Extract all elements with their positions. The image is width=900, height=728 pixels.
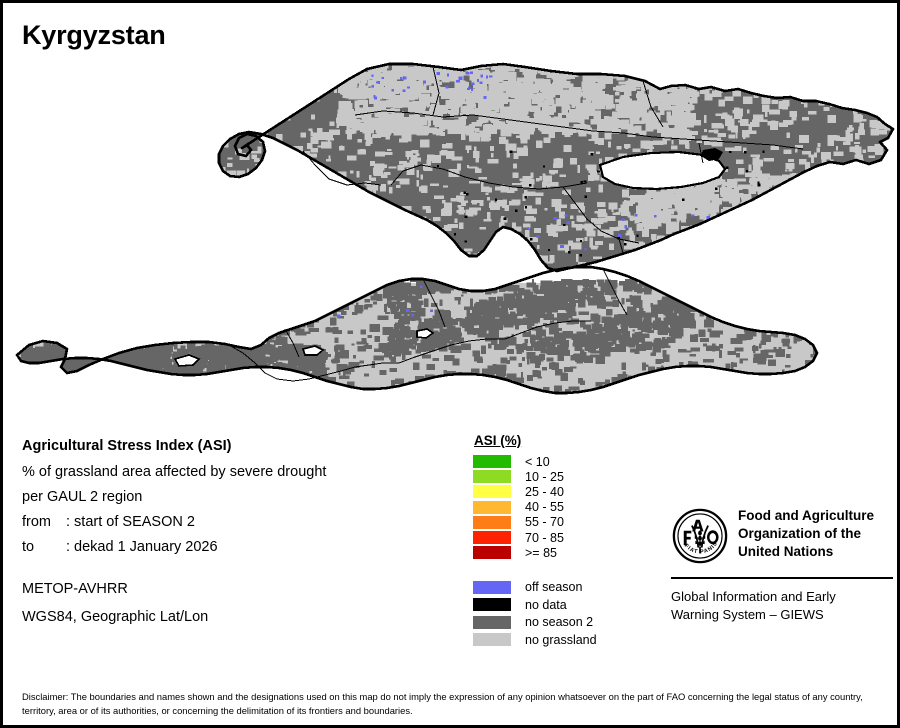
legend-extra-label: no grassland [525,632,597,647]
interior-hole-1 [173,354,201,367]
fao-logo-row: FIAT PANIS Food and Agriculture Organiza… [671,507,893,565]
fao-name-line-1: Food and Agriculture [738,508,874,523]
legend-class-swatch [473,500,511,514]
info-subtitle-2: per GAUL 2 region [22,489,143,505]
info-from-value: : start of SEASON 2 [66,514,195,530]
legend-class-row: 55 - 70 [473,515,648,530]
info-sensor: METOP-AVHRR [22,581,128,597]
legend-extra-label: no season 2 [525,615,594,630]
legend-extra-label: off season [525,580,583,595]
legend-class-swatch [473,515,511,529]
legend-class-label: < 10 [525,454,550,469]
admin-boundaries-north [302,66,804,258]
legend-class-row: >= 85 [473,545,648,560]
info-subtitle-1: % of grassland area affected by severe d… [22,464,327,480]
fao-divider [671,577,893,579]
legend-class-label: 70 - 85 [525,530,564,545]
legend-extra-swatch [473,580,511,594]
info-projection: WGS84, Geographic Lat/Lon [22,609,209,625]
legend-extra-label: no data [525,597,567,612]
fao-branding: FIAT PANIS Food and Agriculture Organiza… [671,507,893,624]
legend-class-swatch [473,546,511,560]
map-raster [3,53,897,413]
legend-class-swatch [473,485,511,499]
no-data-patch [701,148,723,161]
legend-class-label: >= 85 [525,545,557,560]
fao-emblem-icon: FIAT PANIS [671,507,729,565]
legend-extra-list: off season no data no season 2 no grassland [473,578,648,648]
info-from-row: from : start of SEASON 2 [22,514,452,530]
legend-class-label: 10 - 25 [525,469,564,484]
admin-boundaries-south [228,268,628,382]
legend-class-label: 40 - 55 [525,500,564,515]
legend-class-row: 70 - 85 [473,530,648,545]
legend-class-list: < 10 10 - 25 25 - 40 40 - 55 55 - 70 70 - 85 >… [473,454,648,560]
fao-name-line-2: Organization of the [738,525,861,541]
south-region-outline [15,265,819,395]
giews-line-1: Global Information and Early [671,589,836,604]
legend-extra-row: no grassland [473,631,648,649]
legend-class-swatch [473,470,511,484]
legend-spacer [473,560,648,578]
legend-class-swatch [473,455,511,469]
interior-hole-2 [301,345,325,356]
info-heading: Agricultural Stress Index (ASI) [22,438,232,454]
interior-hole-3 [416,328,435,339]
legend-class-row: < 10 [473,454,648,469]
map-info-block: Agricultural Stress Index (ASI) % of gra… [22,438,452,625]
legend-class-row: 10 - 25 [473,469,648,484]
legend-extra-swatch [473,598,511,612]
legend-class-label: 25 - 40 [525,484,564,499]
legend-class-swatch [473,531,511,545]
fao-name-text: Food and Agriculture Organization of the… [738,507,874,560]
legend-extra-row: no season 2 [473,613,648,631]
disclaimer-text: Disclaimer: The boundaries and names sho… [22,691,863,716]
legend-extra-swatch [473,633,511,647]
page-title: Kyrgyzstan [22,20,166,50]
legend-extra-row: no data [473,596,648,614]
legend-extra-row: off season [473,578,648,596]
legend-title: ASI (%) [474,433,522,448]
info-to-label: to [22,539,35,555]
legend-class-row: 40 - 55 [473,500,648,515]
info-to-row: to : dekad 1 January 2026 [22,539,452,555]
map-legend: ASI (%) < 10 10 - 25 25 - 40 40 - 55 55 - 70… [473,433,648,648]
info-from-label: from [22,514,51,530]
fao-name-line-3: United Nations [738,543,834,559]
north-region-outline [217,62,895,273]
legend-class-label: 55 - 70 [525,515,564,530]
legend-class-row: 25 - 40 [473,484,648,499]
giews-line-2: Warning System – GIEWS [671,607,824,623]
legend-extra-swatch [473,615,511,629]
lake-issyk-kul-outline [598,150,727,191]
info-to-value: : dekad 1 January 2026 [66,539,218,555]
giews-text: Global Information and Early Warning Sys… [671,588,893,624]
